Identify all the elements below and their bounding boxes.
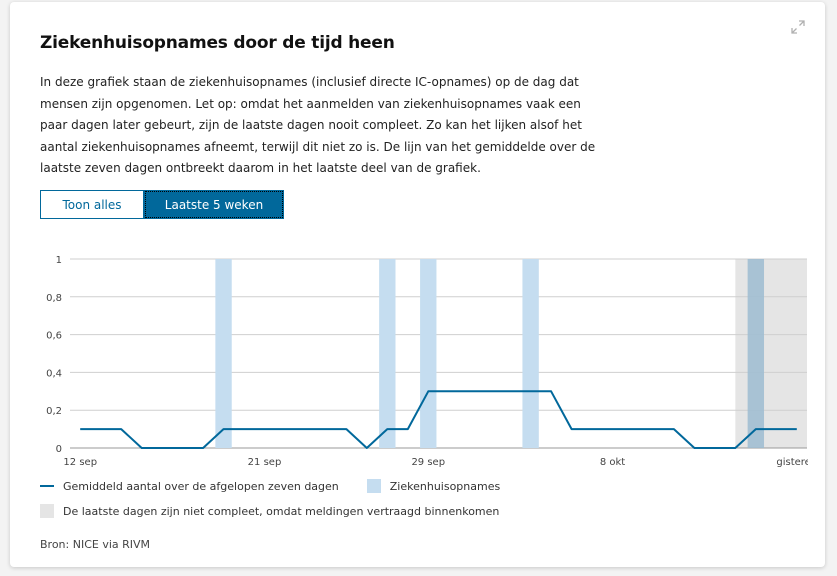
incomplete-region: [735, 259, 807, 448]
admission-bar: [379, 259, 396, 448]
source-note: Bron: NICE via RIVM: [40, 538, 151, 551]
legend-label-incomplete: De laatste dagen zijn niet compleet, omd…: [63, 504, 500, 518]
last-5-weeks-button[interactable]: Laatste 5 weken: [144, 190, 284, 219]
x-tick-label: 29 sep: [411, 457, 445, 468]
admission-bar: [522, 259, 539, 448]
y-tick-label: 0,8: [46, 293, 62, 304]
legend: Gemiddeld aantal over de afgelopen zeven…: [40, 478, 500, 519]
legend-item-incomplete: De laatste dagen zijn niet compleet, omd…: [40, 503, 500, 519]
x-tick-label: 8 okt: [600, 457, 625, 468]
legend-item-average: Gemiddeld aantal over de afgelopen zeven…: [40, 478, 500, 494]
x-tick-label: 21 sep: [248, 457, 282, 468]
expand-icon[interactable]: [790, 19, 806, 35]
y-tick-label: 0,4: [46, 368, 62, 379]
legend-label-admissions: Ziekenhuisopnames: [389, 479, 501, 493]
show-all-button[interactable]: Toon alles: [40, 190, 144, 219]
y-tick-label: 0,6: [46, 331, 62, 342]
chart-title: Ziekenhuisopnames door de tijd heen: [40, 33, 395, 53]
hospital-admissions-chart: 0 0,2 0,4 0,6 0,8 1 12 sep 21 sep 29 sep 8 okt gis…: [46, 255, 808, 468]
average-line: [80, 390, 797, 449]
chart-card: Ziekenhuisopnames door de tijd heen In d…: [10, 2, 825, 567]
x-tick-label: 12 sep: [63, 457, 97, 468]
legend-label-average: Gemiddeld aantal over de afgelopen zeven…: [63, 479, 339, 493]
bar-swatch: [366, 479, 381, 493]
admission-bar: [747, 259, 765, 448]
x-tick-label: gisteren: [776, 457, 808, 468]
admission-bar: [215, 259, 232, 448]
timeframe-toggle: Toon alles Laatste 5 weken: [40, 190, 284, 219]
y-tick-label: 0: [56, 444, 62, 455]
admission-bar: [420, 259, 437, 448]
line-swatch: [40, 485, 54, 487]
y-tick-label: 0,2: [46, 406, 62, 417]
y-tick-label: 1: [56, 255, 62, 266]
incomplete-swatch: [40, 504, 54, 518]
chart-description: In deze grafiek staan de ziekenhuisopnam…: [40, 75, 596, 175]
